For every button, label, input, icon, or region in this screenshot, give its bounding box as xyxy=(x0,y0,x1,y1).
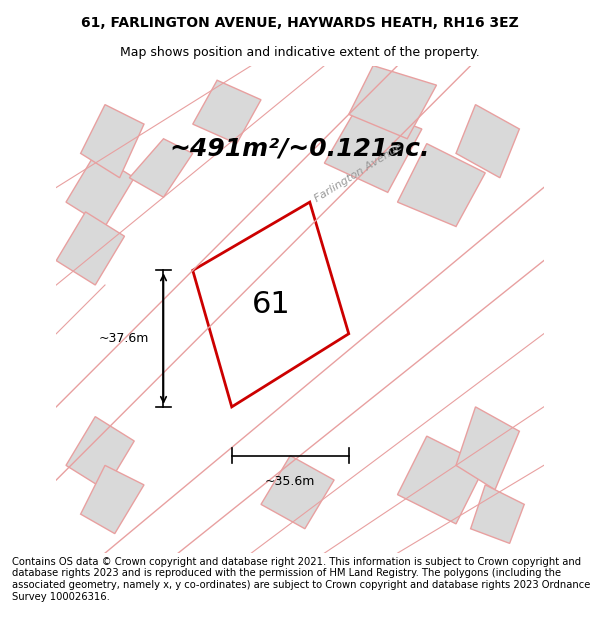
Text: ~35.6m: ~35.6m xyxy=(265,475,316,488)
Polygon shape xyxy=(193,202,349,407)
Text: Farlington Avenue: Farlington Avenue xyxy=(313,142,404,204)
Polygon shape xyxy=(130,139,193,198)
Polygon shape xyxy=(349,66,437,139)
Text: ~37.6m: ~37.6m xyxy=(98,332,149,345)
Polygon shape xyxy=(456,407,520,490)
Polygon shape xyxy=(325,104,422,192)
Polygon shape xyxy=(80,466,144,534)
Text: 61: 61 xyxy=(251,290,290,319)
Polygon shape xyxy=(456,104,520,177)
Polygon shape xyxy=(80,104,144,177)
Text: Contains OS data © Crown copyright and database right 2021. This information is : Contains OS data © Crown copyright and d… xyxy=(12,557,590,601)
Polygon shape xyxy=(261,456,334,529)
Text: 61, FARLINGTON AVENUE, HAYWARDS HEATH, RH16 3EZ: 61, FARLINGTON AVENUE, HAYWARDS HEATH, R… xyxy=(81,16,519,31)
Polygon shape xyxy=(193,80,261,144)
Text: ~491m²/~0.121ac.: ~491m²/~0.121ac. xyxy=(170,136,430,161)
Polygon shape xyxy=(66,417,134,490)
Polygon shape xyxy=(398,144,485,226)
Polygon shape xyxy=(398,436,485,524)
Polygon shape xyxy=(66,153,134,226)
Polygon shape xyxy=(470,485,524,543)
Polygon shape xyxy=(56,212,124,285)
Text: Map shows position and indicative extent of the property.: Map shows position and indicative extent… xyxy=(120,46,480,59)
